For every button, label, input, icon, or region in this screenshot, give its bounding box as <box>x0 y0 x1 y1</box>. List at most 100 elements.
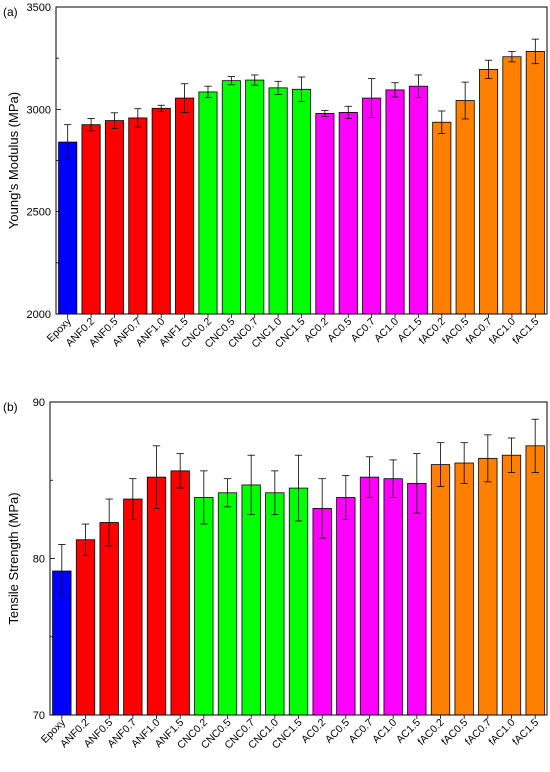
x-tick-label: fAC1.5 <box>510 717 541 748</box>
bar-fAC0.5 <box>454 462 474 716</box>
bar-fAC1.5 <box>525 51 545 315</box>
bar-ANF1.5 <box>175 97 195 315</box>
x-tick-label: fAC1.5 <box>510 316 541 347</box>
y-tick-label: 3000 <box>27 104 51 116</box>
bar-ANF0.7 <box>123 498 143 716</box>
bar-fAC1.0 <box>501 454 522 716</box>
error-bar-AC1.0 <box>389 459 397 498</box>
bar-fAC0.5 <box>455 100 475 315</box>
error-bar-AC1.5 <box>414 74 423 98</box>
bar-AC0.7 <box>359 476 380 716</box>
y-tick-label: 3500 <box>27 2 51 14</box>
bar-AC1.5 <box>407 482 427 716</box>
y-tick-label: 70 <box>33 710 45 722</box>
bar-CNC1.5 <box>288 487 309 716</box>
error-bar-ANF0.2 <box>81 523 90 556</box>
error-bar-fAC0.7 <box>484 434 492 483</box>
bar-CNC1.5 <box>291 88 312 315</box>
bar-ANF1.0 <box>151 107 171 315</box>
error-bar-ANF1.0 <box>157 104 165 112</box>
error-bar-fAC1.5 <box>531 38 539 65</box>
bar-fAC0.2 <box>430 464 451 716</box>
error-bar-fAC0.5 <box>460 442 468 484</box>
y-axis-label: Tensile Strength (MPa) <box>6 492 21 624</box>
error-bar-CNC0.2 <box>204 85 212 99</box>
bar-fAC1.0 <box>502 56 522 315</box>
error-bar-AC0.7 <box>367 78 376 118</box>
x-tick-label: AC0.5 <box>325 316 354 345</box>
error-bar-AC0.2 <box>321 109 329 117</box>
panel-label: (b) <box>3 400 18 414</box>
y-tick-label: 90 <box>33 397 45 409</box>
error-bar-fAC1.5 <box>531 418 539 473</box>
error-bar-CNC0.5 <box>227 76 236 86</box>
error-bar-AC1.0 <box>391 82 399 98</box>
error-bar-ANF1.5 <box>180 83 189 113</box>
bar-AC1.0 <box>385 89 405 315</box>
x-tick-label: AC1.0 <box>370 717 399 746</box>
bar-fAC1.5 <box>525 445 545 716</box>
error-bar-CNC0.7 <box>247 454 255 516</box>
bar-AC0.5 <box>336 497 356 716</box>
error-bar-ANF0.2 <box>87 118 95 132</box>
error-bar-AC0.7 <box>365 456 374 498</box>
error-bar-CNC0.2 <box>200 470 208 525</box>
bar-AC1.0 <box>383 478 403 716</box>
error-bar-ANF0.7 <box>134 108 142 128</box>
error-bar-ANF1.0 <box>152 445 161 509</box>
bar-ANF0.5 <box>99 522 119 716</box>
y-axis-label: Young's Modulus (MPa) <box>6 92 21 229</box>
error-bar-ANF0.7 <box>129 478 137 520</box>
bar-AC0.5 <box>338 112 358 315</box>
error-bar-ANF1.5 <box>176 453 184 489</box>
bar-ANF1.0 <box>146 476 167 716</box>
error-bar-CNC1.0 <box>271 470 279 516</box>
error-bar-Epoxy <box>64 124 72 160</box>
tensile-strength-chart: EpoxyANF0.2ANF0.5ANF0.7ANF1.0ANF1.5CNC0.… <box>3 397 548 752</box>
x-tick-label: AC1.0 <box>372 316 401 345</box>
error-bar-Epoxy <box>58 544 66 599</box>
error-bar-AC0.5 <box>342 475 350 520</box>
bar-ANF0.5 <box>104 120 124 315</box>
bar-AC0.7 <box>362 97 382 315</box>
bar-fAC0.7 <box>478 457 498 716</box>
bar-CNC1.0 <box>265 492 285 716</box>
error-bar-AC0.2 <box>318 478 326 539</box>
error-bar-ANF0.5 <box>105 498 113 547</box>
panel-label: (a) <box>3 5 18 19</box>
error-bar-fAC0.5 <box>461 81 469 120</box>
error-bar-AC0.5 <box>344 105 352 119</box>
bar-CNC0.7 <box>241 484 261 716</box>
bar-CNC0.2 <box>198 91 218 315</box>
bar-CNC1.0 <box>268 87 288 315</box>
x-tick-label: AC0.2 <box>299 717 328 746</box>
youngs-modulus-chart: EpoxyANF0.2ANF0.5ANF0.7ANF1.0ANF1.5CNC0.… <box>3 2 548 351</box>
error-bar-CNC1.5 <box>297 76 306 102</box>
bar-AC1.5 <box>408 85 428 315</box>
bar-ANF0.2 <box>81 124 101 315</box>
bar-AC0.2 <box>315 113 335 315</box>
error-bar-fAC0.2 <box>438 110 446 134</box>
bar-fAC0.7 <box>479 69 499 315</box>
error-bar-fAC0.2 <box>436 442 445 487</box>
x-tick-label: AC0.7 <box>349 316 378 345</box>
x-tick-label: AC0.5 <box>323 717 352 746</box>
bar-CNC0.5 <box>221 80 241 315</box>
bar-Epoxy <box>58 141 78 315</box>
bar-fAC0.2 <box>432 121 452 315</box>
y-tick-label: 80 <box>33 554 45 566</box>
error-bar-fAC1.0 <box>508 51 516 63</box>
y-tick-label: 2500 <box>27 207 51 219</box>
error-bar-fAC1.0 <box>507 437 516 473</box>
bar-CNC0.5 <box>217 492 238 716</box>
error-bar-CNC1.5 <box>294 454 303 522</box>
bar-CNC0.7 <box>245 79 265 315</box>
bar-ANF0.2 <box>75 539 96 716</box>
y-tick-label: 2000 <box>27 309 51 321</box>
bar-ANF1.5 <box>170 470 190 716</box>
bar-AC0.2 <box>312 508 332 716</box>
error-bar-fAC0.7 <box>484 59 493 80</box>
error-bar-CNC0.7 <box>251 74 259 86</box>
x-tick-label: AC0.7 <box>346 717 375 746</box>
